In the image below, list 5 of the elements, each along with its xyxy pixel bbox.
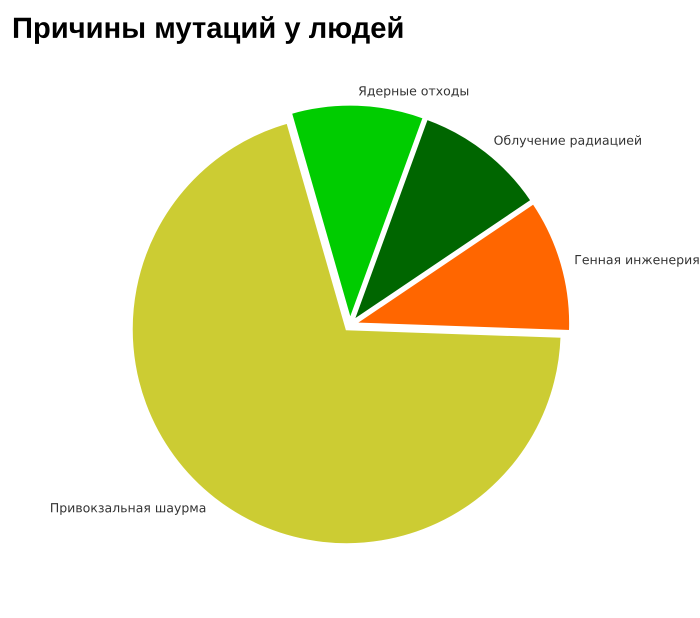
slice-label: Привокзальная шаурма (51, 503, 206, 515)
slice-label: Ядерные отходы (358, 86, 468, 98)
slice-label: Генная инженерия (575, 255, 699, 267)
slice-label: Облучение радиацией (494, 135, 641, 148)
chart-title: Причины мутаций у людей (14, 16, 402, 44)
